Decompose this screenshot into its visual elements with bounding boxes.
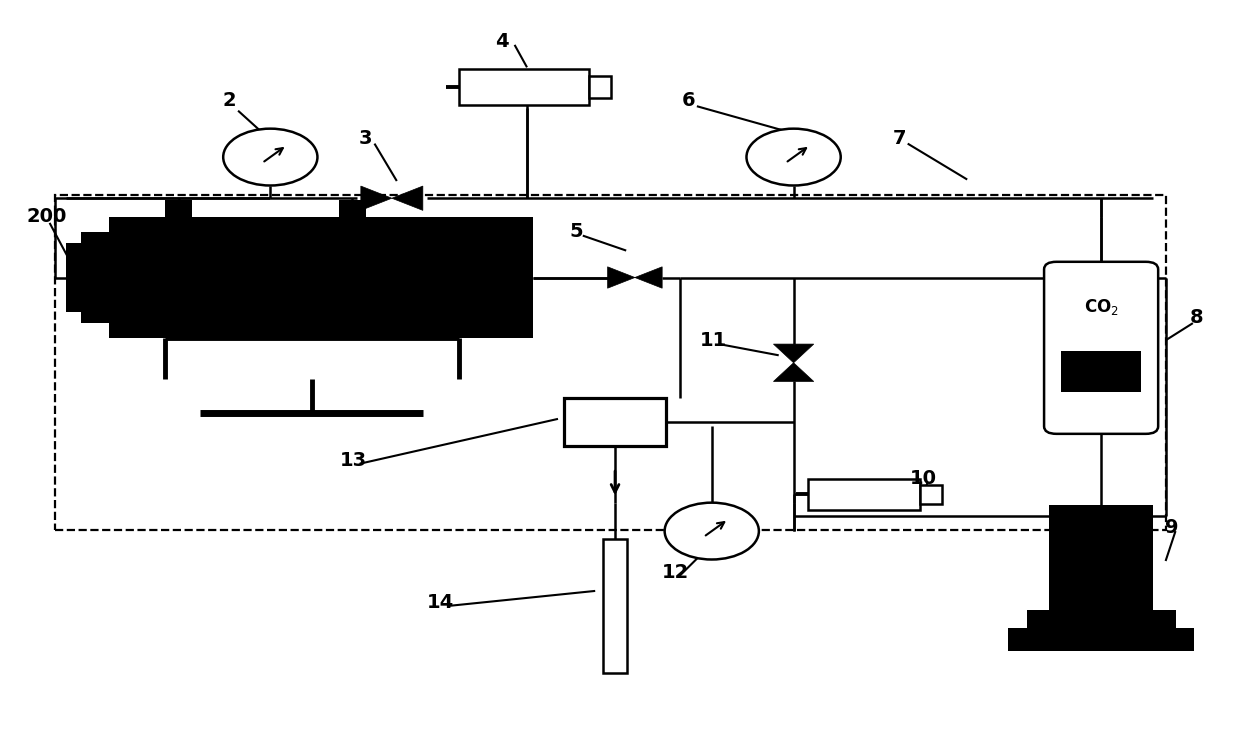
Bar xyxy=(1008,628,1194,651)
Bar xyxy=(589,76,611,97)
Text: 11: 11 xyxy=(699,331,727,350)
Bar xyxy=(808,479,920,510)
Bar xyxy=(81,232,118,323)
Text: 2: 2 xyxy=(223,91,236,111)
Bar xyxy=(109,217,533,338)
Bar xyxy=(564,398,666,446)
Bar xyxy=(459,69,589,105)
Text: CO$_2$: CO$_2$ xyxy=(1084,297,1118,317)
Text: 14: 14 xyxy=(427,592,454,612)
Text: 13: 13 xyxy=(340,450,367,470)
Text: 9: 9 xyxy=(1166,518,1178,537)
Text: 8: 8 xyxy=(1190,308,1203,328)
Circle shape xyxy=(223,129,317,186)
Polygon shape xyxy=(635,267,662,288)
Text: 12: 12 xyxy=(662,562,689,582)
Bar xyxy=(339,200,366,217)
Polygon shape xyxy=(392,186,423,210)
Polygon shape xyxy=(361,186,392,210)
Polygon shape xyxy=(774,363,813,381)
Polygon shape xyxy=(774,344,813,363)
Bar xyxy=(920,485,942,504)
Bar xyxy=(55,195,1166,530)
Bar xyxy=(1049,505,1153,621)
Bar xyxy=(477,227,508,328)
Text: 3: 3 xyxy=(360,129,372,148)
Bar xyxy=(1061,351,1141,392)
Text: 5: 5 xyxy=(570,222,583,242)
FancyBboxPatch shape xyxy=(1044,262,1158,434)
Bar xyxy=(506,239,533,316)
Circle shape xyxy=(746,129,841,186)
Circle shape xyxy=(665,503,759,560)
Bar xyxy=(165,200,192,217)
Text: 200: 200 xyxy=(27,207,67,227)
Text: 10: 10 xyxy=(910,469,937,488)
Polygon shape xyxy=(608,267,635,288)
Bar xyxy=(1027,610,1176,632)
Text: 6: 6 xyxy=(682,91,694,111)
Text: 7: 7 xyxy=(893,129,905,148)
Text: 4: 4 xyxy=(496,31,508,51)
Bar xyxy=(66,243,86,312)
Bar xyxy=(603,539,627,673)
